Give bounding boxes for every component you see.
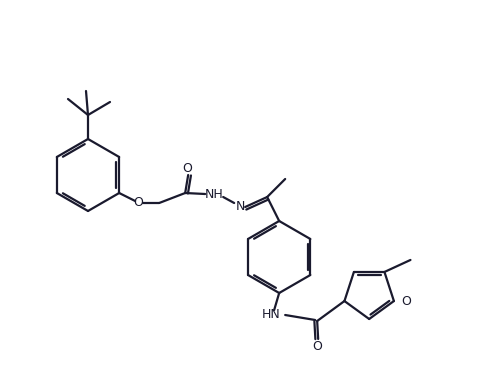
Text: O: O: [401, 295, 411, 308]
Text: O: O: [133, 196, 143, 210]
Text: O: O: [312, 341, 322, 353]
Text: O: O: [182, 162, 192, 176]
Text: HN: HN: [262, 308, 281, 322]
Text: NH: NH: [205, 188, 224, 201]
Text: N: N: [236, 200, 245, 212]
